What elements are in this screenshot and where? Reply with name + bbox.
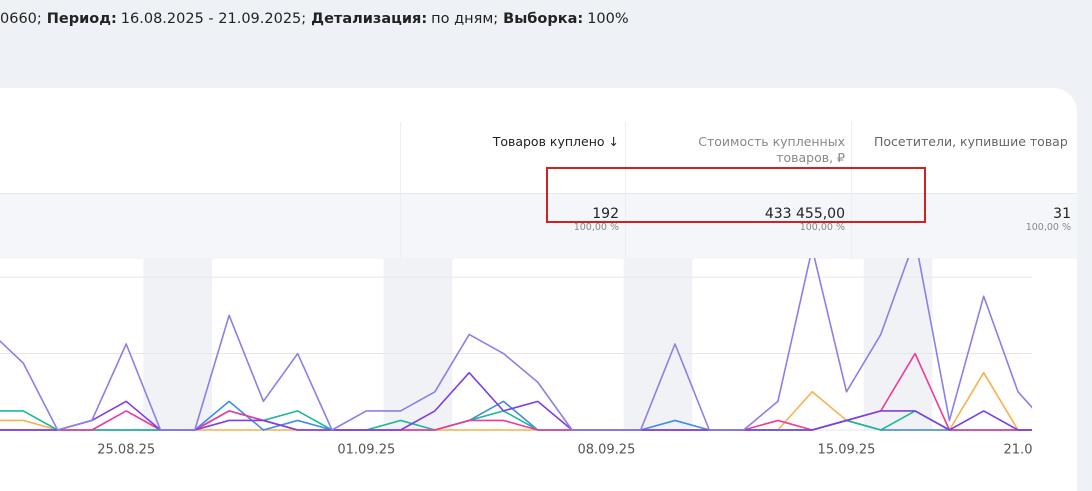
weekend-band — [143, 258, 213, 430]
x-tick-label: 25.08.25 — [97, 443, 155, 458]
total-share: 100,00 % — [573, 222, 619, 233]
x-tick-label: 08.09.25 — [577, 443, 635, 458]
total-value: 31 — [1053, 206, 1071, 222]
column-header[interactable]: Посетители, купившие товар — [851, 122, 1077, 193]
x-axis: 25.08.25 01.09.25 08.09.25 15.09.25 21.0 — [97, 443, 1032, 458]
series-line — [0, 258, 1032, 431]
filter-segment: Период: 16.08.2025 - 21.09.2025; — [47, 11, 306, 27]
weekend-band — [623, 258, 693, 430]
filter-segment: 0660; — [0, 11, 42, 27]
report-card: Товаров куплено ↓ Стоимость купленных то… — [0, 88, 1077, 491]
column-header[interactable]: Стоимость купленных товаров, ₽ — [625, 122, 851, 193]
column-header[interactable]: Товаров куплено ↓ — [400, 122, 625, 193]
filter-label: Период: — [46, 11, 117, 27]
totals-row: 192 100,00 % 433 455,00 100,00 % 31 100,00 … — [0, 193, 1077, 259]
filter-label: Выборка: — [503, 11, 584, 27]
chart: 25.08.25 01.09.25 08.09.25 15.09.25 21.0 — [0, 258, 1032, 458]
x-tick-label: 01.09.25 — [337, 443, 395, 458]
total-value: 192 — [592, 206, 619, 222]
filter-value: 16.08.2025 - 21.09.2025; — [120, 11, 307, 27]
filter-label: Детализация: — [311, 11, 428, 27]
filter-segment: Детализация: по дням; — [311, 11, 498, 27]
filter-value: 100% — [587, 11, 629, 27]
filter-value: 0660; — [0, 11, 42, 27]
plot-area — [0, 258, 1032, 431]
total-share: 100,00 % — [1025, 222, 1071, 233]
weekend-band — [863, 258, 933, 430]
total-cell: 31 100,00 % — [851, 194, 1077, 259]
total-cell: 192 100,00 % — [400, 194, 625, 259]
highlight-box — [546, 167, 926, 223]
filter-segment: Выборка: 100% — [503, 11, 629, 27]
x-tick-label: 21.0 — [1004, 443, 1033, 458]
column-header-text: Стоимость купленных товаров, ₽ — [698, 134, 845, 165]
filter-value: по дням; — [431, 11, 499, 27]
filter-line: 0660; Период: 16.08.2025 - 21.09.2025; Дета… — [0, 11, 634, 27]
total-value: 433 455,00 — [764, 206, 845, 222]
x-tick-label: 15.09.25 — [818, 443, 876, 458]
weekend-bands — [143, 258, 933, 430]
total-share: 100,00 % — [799, 222, 845, 233]
total-cell: 433 455,00 100,00 % — [625, 194, 851, 259]
